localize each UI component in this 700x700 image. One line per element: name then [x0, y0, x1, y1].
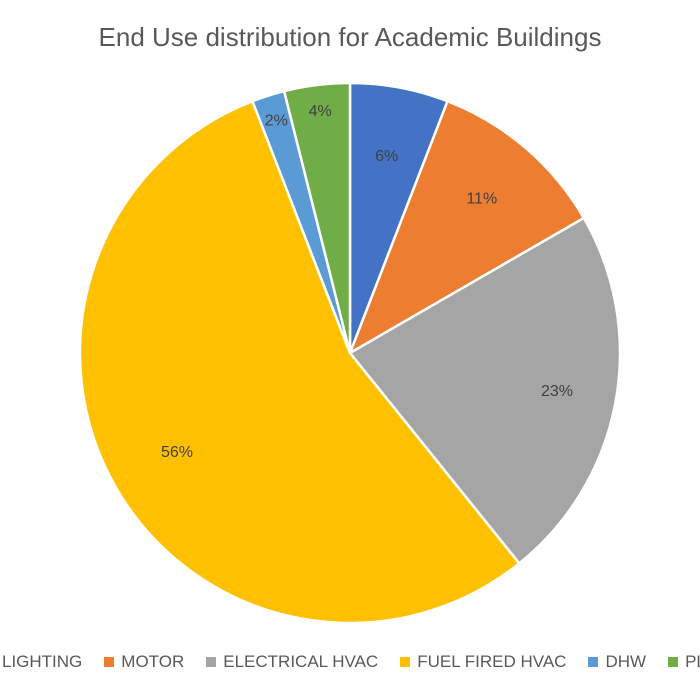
data-label-dhw: 2% [265, 113, 288, 130]
legend-swatch [668, 657, 679, 667]
legend-label: DHW [605, 652, 647, 671]
legend-label: MOTOR [121, 652, 185, 671]
legend-item-fuel-fired-hvac: FUEL FIRED HVAC [400, 652, 566, 672]
legend-item-motor: MOTOR [104, 652, 184, 672]
pie-slice-plug-loads [282, 81, 352, 355]
legend-label: LIGHTING [2, 652, 83, 671]
legend-label: ELECTRICAL HVAC [223, 652, 379, 671]
data-label-lighting: 6% [375, 148, 398, 165]
legend-item-plug-loads: PLUG LOADS [668, 652, 700, 672]
data-label-electrical-hvac: 23% [541, 383, 573, 400]
legend-swatch [588, 657, 599, 667]
data-label-motor: 11% [466, 190, 497, 207]
legend-item-electrical-hvac: ELECTRICAL HVAC [206, 652, 378, 672]
legend-swatch [206, 657, 217, 667]
data-label-fuel-fired-hvac: 56% [161, 444, 193, 461]
pie-slice-motor [348, 99, 586, 355]
legend-swatch [400, 657, 411, 667]
legend-item-lighting: LIGHTING [0, 652, 82, 672]
data-label-plug-loads: 4% [309, 103, 332, 120]
chart-title: End Use distribution for Academic Buildi… [98, 22, 602, 52]
chart-legend: LIGHTING MOTOR ELECTRICAL HVAC FUEL FIRED H… [0, 652, 700, 682]
pie-slice-electrical-hvac [348, 216, 622, 565]
legend-label: PLUG LOADS [685, 652, 700, 671]
legend-swatch [104, 657, 115, 667]
legend-item-dhw: DHW [588, 652, 646, 672]
pie-slice-fuel-fired-hvac [78, 99, 521, 625]
legend-label: FUEL FIRED HVAC [417, 652, 567, 671]
